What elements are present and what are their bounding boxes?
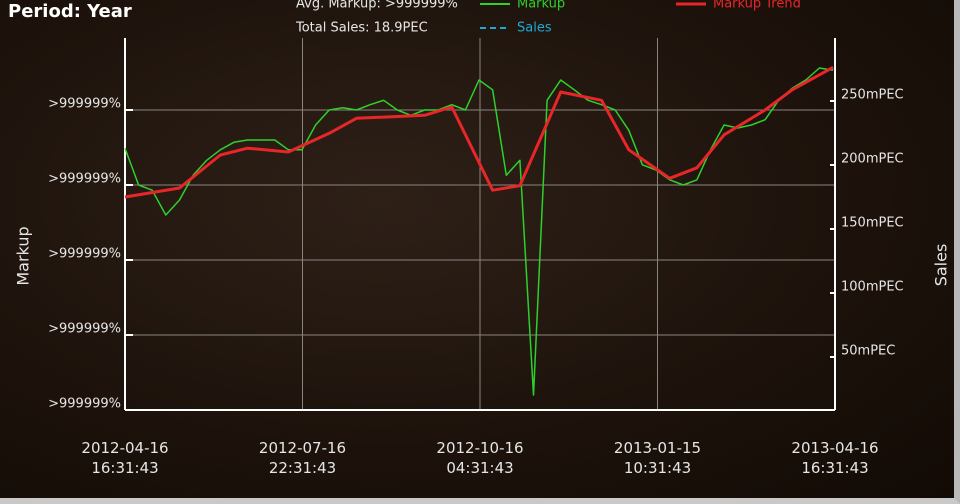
- y2-tick-label: 250mPEC: [841, 87, 904, 102]
- y2-tick-label: 50mPEC: [841, 344, 895, 359]
- y2-tick-label: 150mPEC: [841, 215, 904, 230]
- y-tick-label: >999999%: [48, 97, 121, 112]
- legend-label: Markup Trend: [713, 0, 801, 12]
- y2-axis-label: Sales: [932, 244, 951, 287]
- y-tick-label: >999999%: [48, 322, 121, 337]
- x-tick-label: 2012-04-16 16:31:43: [81, 439, 169, 477]
- y-axis-label: Markup: [14, 226, 33, 285]
- x-tick-label: 2012-07-16 22:31:43: [258, 439, 347, 477]
- x-tick-label: 2013-04-16 16:31:43: [791, 439, 879, 477]
- chart-title: Period: Year: [8, 1, 132, 22]
- series-line: [124, 67, 834, 396]
- legend-label: Sales: [517, 21, 552, 36]
- legend-label: Markup: [517, 0, 565, 12]
- y2-tick-label: 100mPEC: [841, 279, 904, 294]
- annotation: Avg. Markup: >999999%: [296, 0, 458, 12]
- y-tick-label: >999999%: [48, 397, 121, 412]
- series-line: [124, 65, 834, 199]
- y2-tick-label: 200mPEC: [841, 151, 904, 166]
- annotation: Total Sales: 18.9PEC: [295, 21, 428, 36]
- x-tick-label: 2012-10-16 04:31:43: [436, 439, 524, 477]
- y-tick-label: >999999%: [48, 247, 121, 262]
- y-tick-label: >999999%: [48, 172, 121, 187]
- x-tick-label: 2013-01-15 10:31:43: [613, 439, 702, 477]
